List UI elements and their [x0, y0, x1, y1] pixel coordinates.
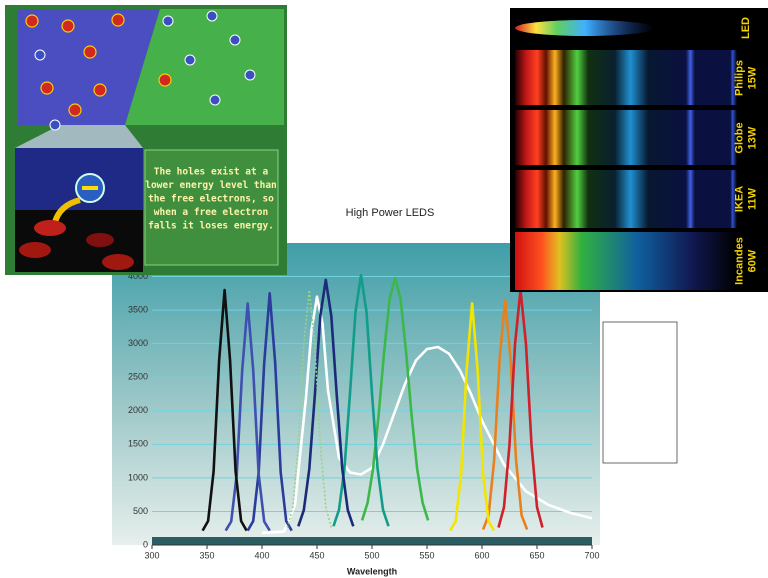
x-tick-label: 550 [419, 550, 434, 560]
x-tick-label: 500 [364, 550, 379, 560]
x-tick-label: 700 [584, 550, 599, 560]
x-tick-label: 400 [254, 550, 269, 560]
x-tick-label: 350 [199, 550, 214, 560]
spectrum-label: Globe [733, 122, 745, 153]
x-tick-label: 450 [309, 550, 324, 560]
spectrum-label: 11W [746, 187, 758, 210]
spectrum-label: 15W [746, 66, 758, 89]
y-tick-label: 2000 [128, 405, 148, 415]
x-axis-label: Wavelength [347, 566, 397, 576]
caption-line: The holes exist at a [154, 167, 269, 178]
y-tick-label: 1500 [128, 439, 148, 449]
caption-line: when a free electron [154, 207, 268, 218]
spectrum-label: Incandes [733, 237, 745, 285]
spectrum-label: 60W [746, 249, 758, 272]
y-tick-label: 3000 [128, 338, 148, 348]
x-tick-label: 600 [474, 550, 489, 560]
page: 0500100015002000250030003500400030035040… [0, 0, 768, 578]
spectrum-label: IKEA [733, 186, 745, 212]
y-tick-label: 2500 [128, 372, 148, 382]
x-tick-label: 650 [529, 550, 544, 560]
y-tick-label: 0 [143, 539, 148, 549]
caption-line: the free electrons, so [148, 194, 274, 205]
spectrum-label: Philips [733, 60, 745, 96]
y-tick-label: 3500 [128, 304, 148, 314]
caption: The holes exist at a lower energy level t… [145, 167, 277, 232]
chart-title: High Power LEDS [346, 207, 435, 219]
electron-hole-illustration: The holes exist at a lower energy level t… [5, 5, 287, 275]
legend [603, 322, 677, 463]
y-tick-label: 500 [133, 506, 148, 516]
spectrum-label: 13W [746, 126, 758, 149]
caption-line: lower energy level than [145, 180, 277, 191]
y-tick-label: 1000 [128, 472, 148, 482]
caption-line: falls it loses energy. [148, 221, 274, 232]
spectrum-label: LED [740, 17, 752, 39]
x-tick-label: 300 [144, 550, 159, 560]
chart-floor [152, 537, 592, 545]
